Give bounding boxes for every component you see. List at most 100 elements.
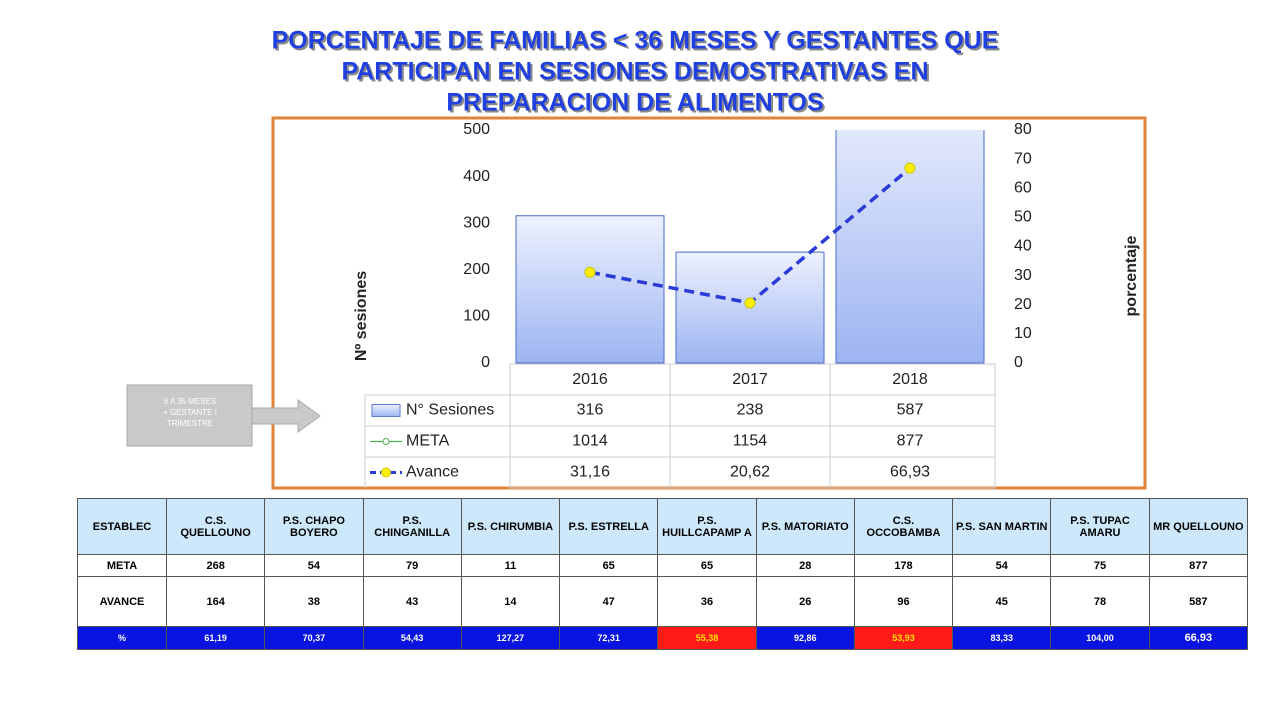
- y-tick-label: 300: [463, 214, 490, 231]
- summary-table: ESTABLEC C.S. QUELLOUNO P.S. CHAPO BOYERO P…: [77, 498, 1249, 650]
- table-cell: 54,43: [362, 626, 462, 650]
- y2-tick-label: 0: [1014, 354, 1023, 371]
- bar: [835, 130, 985, 364]
- table-cell: 587: [1148, 576, 1249, 627]
- arrow: [251, 399, 321, 433]
- table-value: 238: [737, 402, 764, 419]
- table-cell: 65: [657, 554, 757, 577]
- table-cell: P.S. CHINGANILLA: [362, 498, 462, 555]
- table-cell: 14: [460, 576, 561, 627]
- table-cell: 65: [559, 554, 659, 577]
- table-cell: 11: [460, 554, 561, 577]
- table-cell: 164: [165, 576, 266, 627]
- table-value: 1014: [572, 433, 608, 450]
- table-row: % 61,19 70,37 54,43 127,27 72,31 55,38 92,86 53,…: [77, 626, 1249, 650]
- chart-title: PREPARACION DE ALIMENTOS: [446, 89, 823, 117]
- chart-title: PORCENTAJE DE FAMILIAS < 36 MESES Y GEST…: [272, 27, 999, 55]
- point: [584, 266, 596, 278]
- table-cell: 72,31: [559, 626, 659, 650]
- table-cell: 104,00: [1050, 626, 1150, 650]
- title-shadow: PARTICIPAN EN SESIONES DEMOSTRATIVAS EN: [343, 60, 930, 88]
- table-cell: 83,33: [952, 626, 1052, 650]
- table-cell: %: [77, 626, 167, 650]
- table-cell: 45: [952, 576, 1052, 627]
- table-cell: 66,93: [1148, 626, 1249, 650]
- y2-tick-label: 70: [1014, 150, 1032, 167]
- table-cell: 877: [1148, 554, 1249, 577]
- y-tick-label: 500: [463, 121, 490, 138]
- table-cell: 55,38: [657, 626, 757, 650]
- table-cell: 38: [264, 576, 364, 627]
- table-cell: P.S. ESTRELLA: [559, 498, 659, 555]
- table-cell: 28: [755, 554, 855, 577]
- note-box: [126, 384, 253, 447]
- point: [904, 162, 916, 174]
- table-cell: 53,93: [853, 626, 954, 650]
- x-tick-label: 2018: [892, 371, 928, 388]
- table-value: 877: [897, 433, 924, 450]
- table-cell: META: [77, 554, 167, 577]
- table-cell: 47: [559, 576, 659, 627]
- chart-title: PARTICIPAN EN SESIONES DEMOSTRATIVAS EN: [341, 58, 928, 86]
- legend-label: META: [406, 433, 450, 450]
- table-value: 316: [577, 402, 604, 419]
- table-row: AVANCE 164 38 43 14 47 36 26 96 45 78 587: [77, 576, 1249, 627]
- x-tick-label: 2016: [572, 371, 608, 388]
- table-value: 587: [897, 402, 924, 419]
- table-cell: C.S. OCCOBAMBA: [853, 498, 954, 555]
- y-tick-label: 200: [463, 261, 490, 278]
- title-shadow: PREPARACION DE ALIMENTOS: [448, 91, 825, 119]
- table-cell: P.S. TUPAC AMARU: [1050, 498, 1150, 555]
- legend-marker: [382, 438, 390, 445]
- table-value: 20,62: [730, 464, 770, 481]
- table-cell: 54: [264, 554, 364, 577]
- table-cell: 54: [952, 554, 1052, 577]
- table-cell: 43: [362, 576, 462, 627]
- legend-label: Avance: [406, 464, 459, 481]
- y-axis-label: Nº sesiones: [353, 271, 370, 361]
- note-text: TRIMESTRE: [167, 419, 213, 428]
- table-cell: 268: [165, 554, 266, 577]
- y2-axis-label: porcentaje: [1123, 235, 1140, 316]
- table-cell: 75: [1050, 554, 1150, 577]
- table-cell: P.S. CHIRUMBIA: [460, 498, 561, 555]
- bar: [515, 215, 665, 364]
- table-cell: P.S. CHAPO BOYERO: [264, 498, 364, 555]
- y2-tick-label: 40: [1014, 238, 1032, 255]
- y2-tick-label: 60: [1014, 179, 1032, 196]
- table-cell: 96: [853, 576, 954, 627]
- table-cell: 26: [755, 576, 855, 627]
- point: [744, 297, 756, 309]
- table-cell: MR QUELLOUNO: [1148, 498, 1249, 555]
- legend-marker: [381, 467, 391, 478]
- y2-tick-label: 80: [1014, 121, 1032, 138]
- y2-tick-label: 30: [1014, 267, 1032, 284]
- note-text: + GESTANTE I: [163, 408, 217, 417]
- y-tick-label: 100: [463, 308, 490, 325]
- table-cell: AVANCE: [77, 576, 167, 627]
- y-tick-label: 400: [463, 168, 490, 185]
- table-value: 66,93: [890, 464, 930, 481]
- table-cell: 127,27: [460, 626, 561, 650]
- legend-swatch: [371, 404, 401, 417]
- table-cell: P.S. MATORIATO: [755, 498, 855, 555]
- table-row: ESTABLEC C.S. QUELLOUNO P.S. CHAPO BOYERO P…: [77, 498, 1249, 555]
- table-value: 1154: [733, 433, 768, 450]
- table-cell: C.S. QUELLOUNO: [165, 498, 266, 555]
- table-cell: P.S. SAN MARTIN: [952, 498, 1052, 555]
- table-cell: 36: [657, 576, 757, 627]
- y2-tick-label: 10: [1014, 325, 1032, 342]
- y-tick-label: 0: [481, 354, 490, 371]
- table-cell: 70,37: [264, 626, 364, 650]
- table-cell: P.S. HUILLCAPAMP A: [657, 498, 757, 555]
- table-cell: 178: [853, 554, 954, 577]
- x-tick-label: 2017: [732, 371, 768, 388]
- table-row: META 268 54 79 11 65 65 28 178 54 75 877: [77, 554, 1249, 577]
- table-cell: 78: [1050, 576, 1150, 627]
- legend-label: N° Sesiones: [406, 402, 494, 419]
- table-cell: 79: [362, 554, 462, 577]
- note-text: 6 A 35 MESES: [164, 397, 216, 406]
- y2-tick-label: 20: [1014, 296, 1032, 313]
- title-shadow: PORCENTAJE DE FAMILIAS < 36 MESES Y GEST…: [274, 29, 1001, 57]
